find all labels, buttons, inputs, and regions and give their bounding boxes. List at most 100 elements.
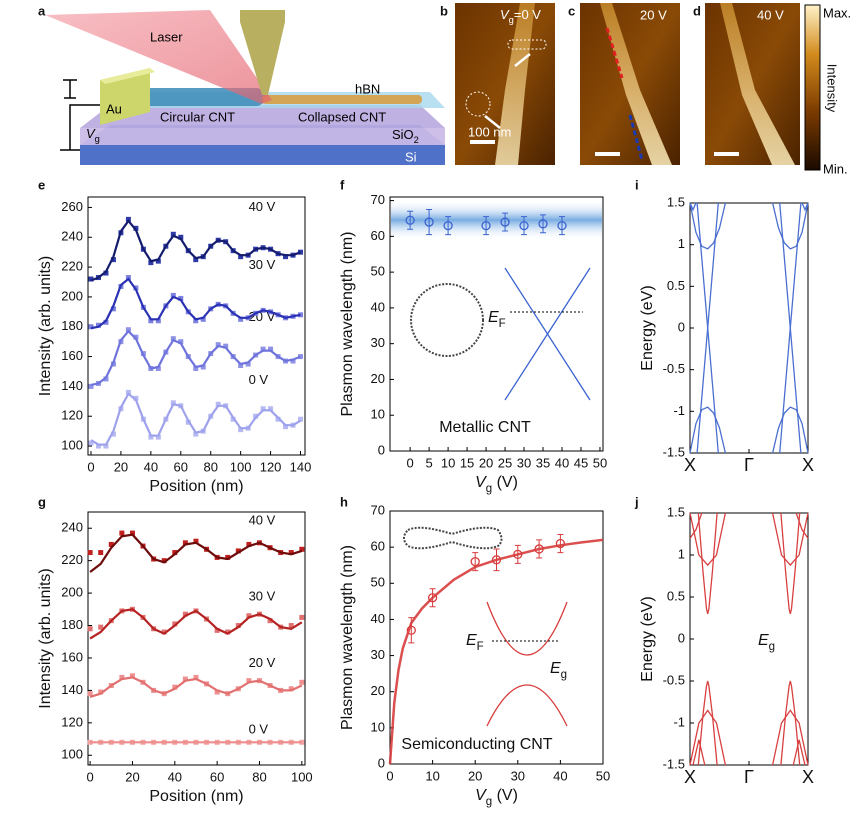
panel-letter: j	[634, 494, 639, 509]
image-label-part: V	[500, 7, 510, 22]
x-tick-label: 20	[125, 769, 139, 784]
data-point	[161, 629, 167, 635]
panel-letter: h	[340, 494, 348, 509]
annotation: Semiconducting CNT	[401, 736, 552, 753]
x-axis-label-part: g	[486, 483, 492, 495]
x-axis-label-part: (V)	[492, 787, 518, 804]
x-tick-label: Γ	[744, 767, 754, 787]
data-point	[170, 231, 176, 237]
data-point	[500, 217, 510, 227]
y-tick-label: 120	[61, 408, 83, 423]
y-tick-label: 220	[61, 259, 83, 274]
data-point	[129, 673, 135, 679]
data-point	[215, 401, 221, 407]
schematic-label: Laser	[150, 29, 183, 44]
series-label: 0 V	[249, 372, 269, 387]
data-point	[491, 555, 502, 565]
data-point	[155, 258, 161, 264]
data-point	[260, 406, 266, 412]
data-point	[87, 691, 93, 697]
y-tick-label: 120	[61, 714, 83, 729]
data-point	[172, 621, 178, 627]
band-line	[689, 202, 809, 250]
data-point	[110, 257, 116, 263]
y-tick-label: 0.5	[667, 588, 685, 603]
y-tick-label: 20	[371, 371, 385, 386]
data-point	[513, 549, 523, 560]
series-label: 40 V	[249, 513, 276, 528]
y-tick-label: 70	[371, 192, 385, 207]
x-tick-label: 100	[230, 459, 252, 474]
data-point	[238, 254, 244, 260]
circular-cnt	[135, 88, 265, 106]
error-bar	[408, 617, 415, 644]
x-tick-label: 0	[86, 769, 93, 784]
annotation-part: E	[550, 660, 561, 677]
sio2-layer	[80, 128, 445, 145]
y-axis-label: Plasmon wavelength (nm)	[339, 545, 356, 730]
schematic-label-part: V	[86, 126, 96, 141]
plot-frame	[389, 196, 604, 452]
error-bar	[483, 216, 490, 236]
fit-line	[90, 277, 301, 330]
error-bar	[540, 214, 547, 234]
data-point	[538, 219, 548, 229]
y-tick-label: 140	[61, 378, 83, 393]
band-line	[689, 512, 809, 539]
x-tick-label: 5	[425, 455, 432, 470]
fit-line	[89, 533, 303, 573]
y-tick-label: 220	[61, 552, 83, 567]
data-point	[87, 626, 93, 632]
y-tick-label: 1.5	[667, 504, 685, 519]
data-point	[88, 440, 94, 446]
image-label: Vg=0 V	[500, 7, 541, 25]
x-tick-label: 60	[174, 459, 188, 474]
x-tick-label: 50	[593, 455, 607, 470]
data-point	[182, 540, 188, 546]
arrow	[484, 53, 531, 129]
au-top	[100, 68, 155, 84]
annotation: Eg	[758, 632, 775, 653]
x-tick-label: 140	[290, 459, 312, 474]
schematic-label: Collapsed CNT	[298, 109, 386, 124]
schematic-label: Au	[106, 101, 122, 116]
series-label: 30 V	[249, 589, 276, 604]
error-bar	[514, 544, 521, 564]
x-tick-label: 10	[425, 768, 439, 783]
data-point	[481, 220, 491, 231]
schematic-label-part: 2	[414, 135, 419, 145]
data-point	[238, 427, 244, 433]
data-point	[88, 383, 94, 389]
data-point	[298, 249, 304, 255]
x-tick-label: 40	[168, 769, 182, 784]
si-layer	[80, 145, 445, 165]
scale-bar	[595, 152, 620, 156]
colorbar	[804, 4, 821, 171]
x-tick-label: X	[802, 455, 814, 475]
y-tick-label: 200	[61, 585, 83, 600]
annotation: EF	[488, 309, 506, 330]
data-point	[88, 276, 94, 282]
y-tick-label: 1	[678, 236, 685, 251]
data-point	[178, 339, 184, 345]
annotation-part: g	[769, 641, 775, 653]
image-label: 20 V	[640, 7, 667, 22]
afm-tip	[240, 10, 285, 95]
data-point	[299, 679, 305, 685]
data-point	[170, 292, 176, 298]
data-point	[235, 623, 241, 629]
image-label-part: g	[509, 15, 514, 25]
y-axis-label: Energy (eV)	[639, 285, 656, 370]
x-tick-label: Γ	[744, 455, 754, 475]
y-tick-label: 10	[371, 407, 385, 422]
panel-letter: d	[693, 3, 701, 18]
data-point	[555, 538, 566, 549]
schematic	[45, 10, 445, 165]
y-tick-label: 10	[371, 719, 385, 734]
y-tick-label: 140	[61, 682, 83, 697]
y-tick-label: 180	[61, 318, 83, 333]
x-axis-label: Position (nm)	[149, 788, 243, 805]
annotation-part: g	[561, 669, 567, 681]
y-tick-label: 50	[371, 264, 385, 279]
data-point	[260, 346, 266, 352]
